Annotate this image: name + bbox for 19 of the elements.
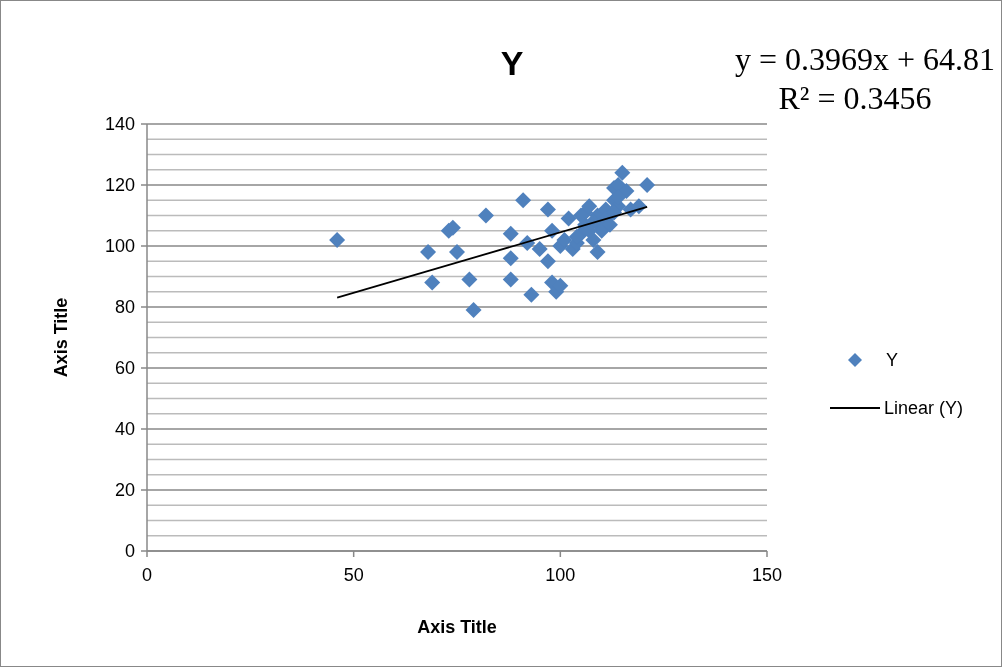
x-tick-label: 50 xyxy=(343,565,364,585)
y-tick-label: 100 xyxy=(104,236,135,257)
legend-label: Linear (Y) xyxy=(884,398,964,419)
y-axis-title: Axis Title xyxy=(51,297,71,378)
y-tick-label: 80 xyxy=(114,297,135,318)
y-tick-label: 20 xyxy=(114,480,135,501)
y-tick-label: 40 xyxy=(114,419,135,440)
x-tick-label: 100 xyxy=(545,565,576,585)
y-tick-label: 120 xyxy=(104,175,135,196)
chart-title: Y xyxy=(500,44,524,82)
text: R² = 0.3456 xyxy=(778,80,932,116)
legend-label: Y xyxy=(886,350,899,371)
text: y = 0.3969x + 64.81 xyxy=(734,41,995,77)
y-tick-label: 60 xyxy=(114,358,135,379)
y-tick-label: 0 xyxy=(124,541,135,562)
y-tick-label: 140 xyxy=(104,114,135,135)
x-tick-label: 150 xyxy=(751,565,783,585)
x-axis-title: Axis Title xyxy=(417,617,497,637)
x-tick-label: 0 xyxy=(141,565,153,585)
